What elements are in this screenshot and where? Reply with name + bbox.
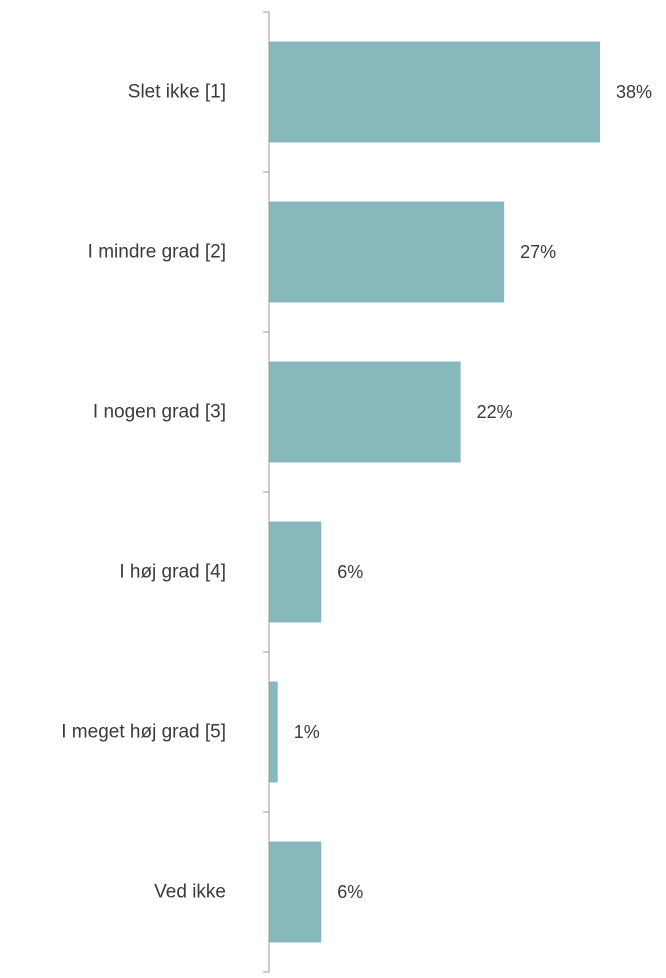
bar: [269, 681, 278, 783]
category-labels: Slet ikke [1] I mindre grad [2] I nogen gr…: [61, 82, 226, 903]
value-label: 38%: [616, 82, 652, 102]
category-label: I nogen grad [3]: [93, 402, 226, 423]
bar: [269, 41, 600, 143]
value-label: 1%: [294, 722, 320, 742]
category-label: I mindre grad [2]: [88, 242, 226, 263]
category-axis: [263, 11, 270, 973]
bar: [269, 201, 505, 303]
bar: [269, 521, 322, 623]
bar: [269, 841, 322, 943]
value-label: 22%: [477, 402, 513, 422]
category-label: Slet ikke [1]: [128, 82, 226, 103]
value-label: 6%: [337, 562, 363, 582]
bar: [269, 361, 461, 463]
value-labels: 38% 27% 22% 6% 1% 6%: [294, 82, 652, 902]
bars-group: [269, 41, 600, 943]
category-label: Ved ikke: [154, 882, 226, 903]
category-label: I meget høj grad [5]: [61, 722, 226, 743]
category-label: I høj grad [4]: [119, 562, 226, 583]
value-label: 6%: [337, 882, 363, 902]
value-label: 27%: [520, 242, 556, 262]
